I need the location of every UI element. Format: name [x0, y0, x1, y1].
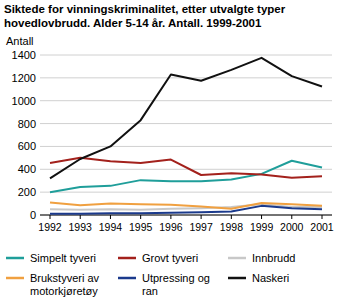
- x-tick-label: 1999: [250, 221, 274, 233]
- plot-lines: [50, 58, 322, 214]
- chart: Antall 0 200 400 600 800 1000 1200 1400 1992 1993 1…: [0, 0, 340, 308]
- grid-line: [40, 146, 332, 147]
- legend-label: Brukstyveri avmotorkjøretøy: [30, 272, 100, 297]
- series-line: [50, 206, 322, 214]
- y-tick-label: 600: [18, 140, 36, 152]
- legend-swatch: [118, 277, 136, 280]
- y-tick-label: 0: [30, 209, 36, 221]
- x-tick: [110, 215, 111, 219]
- x-tick: [231, 215, 232, 219]
- grid-line: [40, 55, 332, 56]
- x-tick: [140, 215, 141, 219]
- y-tick-label: 1000: [12, 95, 36, 107]
- x-tick-label: 1998: [220, 221, 244, 233]
- legend-swatch: [6, 277, 24, 280]
- legend-label: Simpelt tyveri: [30, 252, 96, 264]
- title: Siktede for vinningskriminalitet, etter …: [4, 2, 336, 30]
- y-tick-label: 200: [18, 186, 36, 198]
- legend-swatch: [228, 277, 246, 280]
- legend-swatch: [118, 257, 136, 260]
- x-tick: [261, 215, 262, 219]
- grid-line: [40, 123, 332, 124]
- y-tick-label: 400: [18, 163, 36, 175]
- legend-label: Innbrudd: [252, 252, 295, 264]
- legend-label: Utpressing ogran: [142, 272, 210, 297]
- legend-swatch: [6, 257, 24, 260]
- x-tick: [201, 215, 202, 219]
- x-tick-label: 1996: [159, 221, 183, 233]
- x-tick-label: 1992: [38, 221, 62, 233]
- y-tick-label: 1400: [12, 49, 36, 61]
- x-tick-label: 2000: [280, 221, 304, 233]
- series-line: [50, 58, 322, 179]
- grid-line: [40, 100, 332, 101]
- legend-label: Grovt tyveri: [142, 252, 198, 264]
- x-tick-label: 1997: [189, 221, 213, 233]
- x-tick-label: 1994: [99, 221, 123, 233]
- x-tick: [291, 215, 292, 219]
- x-tick-label: 1995: [129, 221, 153, 233]
- legend-label: Naskeri: [252, 272, 289, 284]
- grid-line: [40, 192, 332, 193]
- legend-swatch: [228, 257, 246, 260]
- y-tick-label: 800: [18, 118, 36, 130]
- y-tick-label: 1200: [12, 72, 36, 84]
- x-tick: [80, 215, 81, 219]
- x-tick: [170, 215, 171, 219]
- x-tick-label: 1993: [69, 221, 93, 233]
- x-tick-label: 2001: [310, 221, 334, 233]
- series-line: [50, 158, 322, 178]
- x-tick: [50, 215, 51, 219]
- y-label: Antall: [6, 35, 34, 47]
- grid-line: [40, 169, 332, 170]
- x-tick: [322, 215, 323, 219]
